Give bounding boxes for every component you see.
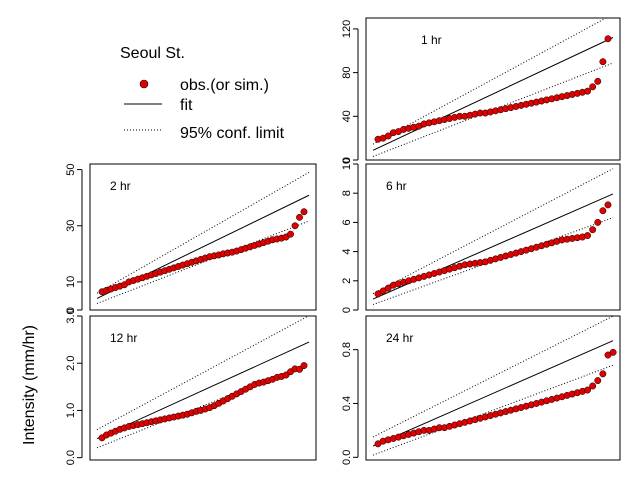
y-tick-label: 0 (65, 307, 77, 313)
obs-point (300, 208, 308, 216)
y-tick-label: 0 (341, 157, 353, 163)
panel-2hr: 0 10 30 50 2 hr (65, 163, 317, 313)
legend: Seoul St. obs.(or sim.) fit 95% conf. li… (120, 45, 285, 142)
plot-frame (365, 17, 621, 161)
y-tick-label: 0.0 (65, 450, 77, 465)
obs-point (384, 132, 392, 140)
fit-line (372, 37, 614, 151)
y-axis-label: Intensity (mm/hr) (21, 325, 38, 445)
obs-point (584, 232, 592, 239)
obs-point (599, 58, 607, 66)
obs-point (604, 201, 612, 209)
obs-point (594, 77, 602, 85)
y-tick-label: 0 (341, 307, 353, 313)
obs-point (594, 377, 602, 385)
panel-6hr: 0 2 4 6 8 10 6 hr (341, 158, 621, 313)
obs-point (609, 348, 617, 356)
y-tick-label: 2 (341, 278, 353, 284)
panel-label: 2 hr (110, 179, 131, 193)
plot-frame (365, 163, 621, 311)
conf-lower-line (372, 217, 614, 305)
y-tick-label: 120 (341, 20, 353, 38)
y-tick-label: 1.0 (65, 403, 77, 418)
panel-label: 24 hr (386, 331, 413, 345)
y-tick-label: 30 (65, 220, 77, 232)
fit-line (372, 340, 614, 447)
y-tick-label: 8 (341, 190, 353, 196)
y-tick-label: 3.0 (65, 308, 77, 323)
plot-area (372, 168, 614, 305)
y-tick-label: 0.0 (341, 450, 353, 465)
y-tick-label: 4 (341, 249, 353, 255)
plot-frame (365, 315, 621, 461)
obs-point (384, 284, 392, 292)
obs-point (599, 207, 607, 215)
legend-point-symbol (139, 79, 149, 89)
obs-point (287, 230, 294, 238)
plot-area (372, 18, 614, 157)
panel-1hr: 0 40 80 120 1 hr (341, 17, 621, 163)
y-tick-label: 0.8 (341, 342, 353, 357)
plot-area (372, 316, 617, 456)
obs-point (296, 365, 303, 373)
panel-label: 12 hr (110, 331, 137, 345)
legend-obs-label: obs.(or sim.) (180, 77, 269, 94)
obs-point (589, 83, 597, 91)
conf-lower-line (372, 62, 614, 157)
obs-point (584, 386, 592, 394)
plot-frame (89, 315, 317, 461)
conf-lower-line (96, 363, 310, 449)
obs-point (374, 290, 382, 298)
obs-point (599, 370, 607, 378)
panel-label: 6 hr (386, 179, 407, 193)
conf-lower-line (96, 220, 310, 304)
conf-lower-line (372, 364, 614, 456)
plot-area (96, 316, 310, 449)
obs-point (594, 218, 602, 226)
obs-point (291, 222, 299, 230)
panel-12hr: 0.0 1.0 2.0 3.0 12 hr (65, 308, 317, 465)
obs-point (589, 226, 597, 234)
legend-conf-label: 95% conf. limit (180, 125, 285, 142)
y-tick-label: 50 (65, 163, 77, 175)
y-tick-label: 10 (341, 158, 353, 170)
panel-24hr: 0.0 0.4 0.8 24 hr (341, 315, 621, 465)
obs-point (604, 35, 612, 43)
obs-point (589, 382, 597, 390)
obs-point (379, 287, 387, 295)
obs-point (296, 213, 303, 221)
y-tick-label: 6 (341, 219, 353, 225)
conf-upper-line (372, 168, 614, 295)
y-tick-label: 80 (341, 66, 353, 78)
y-tick-label: 10 (65, 276, 77, 288)
conf-upper-line (372, 18, 608, 145)
legend-title: Seoul St. (120, 45, 185, 62)
panel-label: 1 hr (421, 33, 442, 47)
obs-point (300, 362, 308, 370)
plot-frame (89, 163, 317, 311)
y-tick-label: 40 (341, 110, 353, 122)
y-tick-label: 2.0 (65, 356, 77, 371)
y-tick-label: 0.4 (341, 396, 353, 411)
plot-area (96, 171, 310, 304)
obs-point (584, 87, 592, 95)
legend-fit-label: fit (180, 97, 193, 114)
conf-upper-line (96, 316, 310, 431)
